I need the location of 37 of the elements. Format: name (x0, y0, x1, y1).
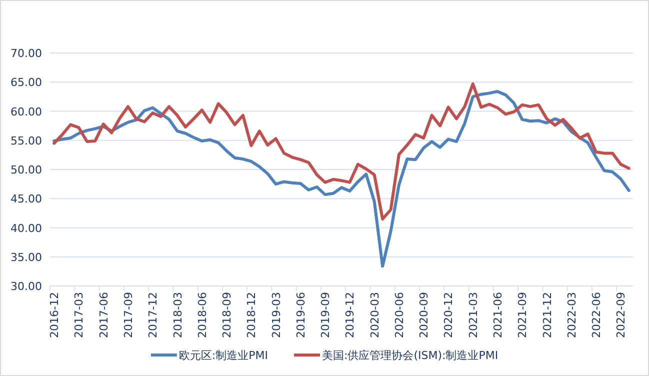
x-tick-label: 2019-03 (270, 292, 283, 338)
y-tick-label: 30.00 (10, 280, 42, 293)
x-tick-label: 2020-12 (442, 292, 456, 338)
x-tick-label: 2016-12 (48, 292, 62, 338)
y-tick-label: 45.00 (10, 192, 42, 206)
x-tick-label: 2018-03 (171, 292, 184, 338)
x-tick-label: 2021-12 (540, 292, 554, 338)
x-tick-label: 2021-03 (466, 292, 480, 338)
y-tick-label: 60.00 (10, 105, 42, 118)
y-tick-label: 35.00 (10, 250, 42, 264)
line-series (52, 90, 630, 268)
x-tick-label: 2019-06 (294, 292, 308, 338)
x-tick-label: 2022-06 (590, 292, 604, 338)
y-tick-label: 70.00 (10, 47, 42, 60)
x-tick-label: 2022-03 (565, 292, 578, 338)
x-tick-label: 2019-12 (344, 292, 357, 338)
x-tick-label: 2018-09 (220, 292, 234, 338)
y-tick-label: 40.00 (10, 222, 42, 235)
x-tick-label: 2017-09 (122, 292, 136, 338)
x-tick-label: 2020-06 (392, 292, 406, 338)
x-tick-label: 2017-12 (146, 292, 160, 338)
x-tick-label: 2020-09 (418, 292, 431, 338)
x-tick-label: 2018-12 (245, 292, 258, 338)
y-tick-label: 50.00 (10, 164, 42, 176)
x-tick-label: 2022-09 (614, 292, 628, 338)
legend-label: 欧元区:制造业PMI (178, 349, 268, 362)
x-tick-label: 2019-09 (319, 292, 332, 338)
x-tick-label: 2021-06 (492, 292, 505, 338)
x-tick-label: 2018-06 (196, 292, 209, 338)
y-tick-label: 55.00 (10, 134, 42, 148)
x-tick-label: 2017-06 (97, 292, 110, 338)
y-tick-label: 65.00 (10, 76, 42, 90)
x-tick-label: 2017-03 (72, 292, 86, 338)
x-tick-label: 2021-09 (516, 292, 530, 338)
line-series (52, 82, 630, 221)
x-tick-label: 2020-03 (368, 292, 382, 338)
legend-label: 美国:供应管理协会(ISM):制造业PMI (322, 349, 498, 362)
